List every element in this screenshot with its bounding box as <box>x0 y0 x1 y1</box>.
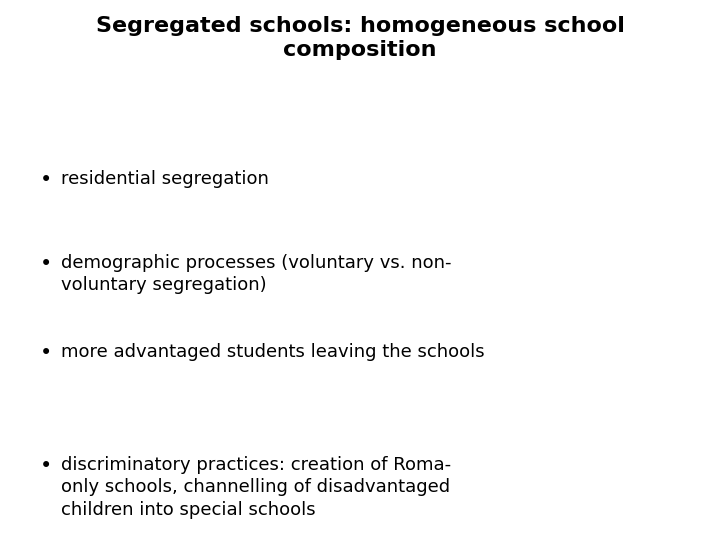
Text: more advantaged students leaving the schools: more advantaged students leaving the sch… <box>61 343 485 361</box>
Text: •: • <box>40 343 52 363</box>
Text: residential segregation: residential segregation <box>61 170 269 188</box>
Text: discriminatory practices: creation of Roma-
only schools, channelling of disadva: discriminatory practices: creation of Ro… <box>61 456 451 519</box>
Text: •: • <box>40 254 52 274</box>
Text: •: • <box>40 456 52 476</box>
Text: Segregated schools: homogeneous school
composition: Segregated schools: homogeneous school c… <box>96 16 624 60</box>
Text: •: • <box>40 170 52 190</box>
Text: demographic processes (voluntary vs. non-
voluntary segregation): demographic processes (voluntary vs. non… <box>61 254 451 294</box>
